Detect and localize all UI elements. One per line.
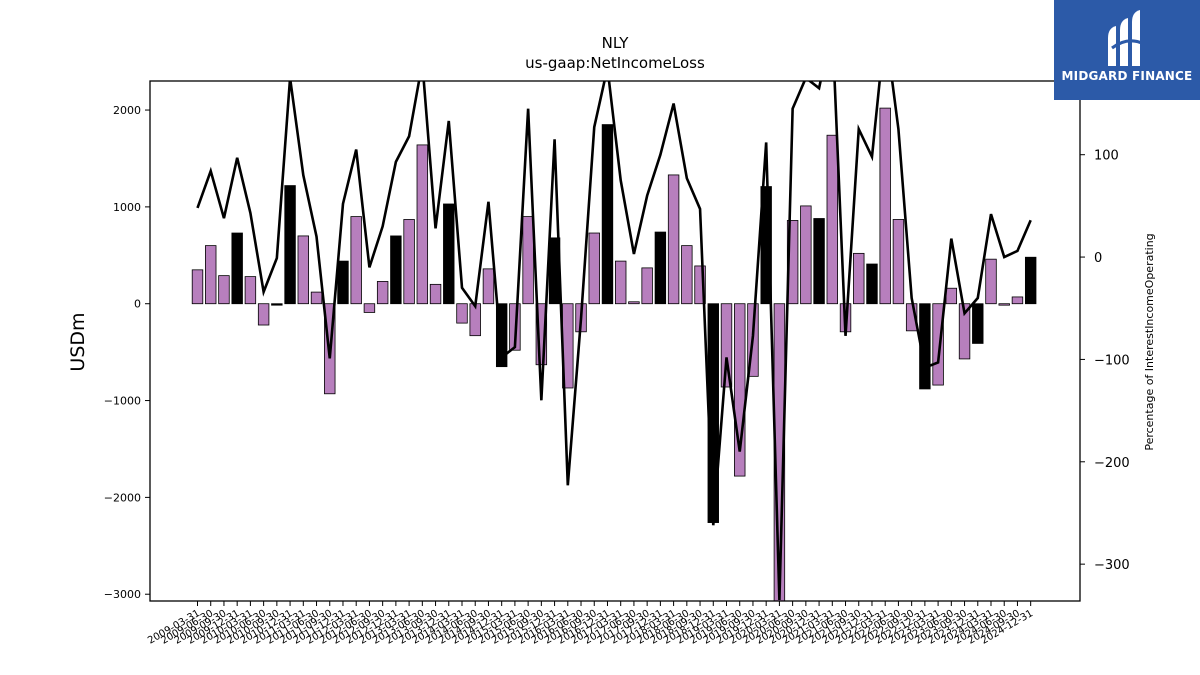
bar-2009-03-31 <box>191 269 204 305</box>
bar-2013-09-30 <box>429 283 442 305</box>
bar-2014-12-31 <box>495 303 508 368</box>
plot-frame <box>149 80 1081 602</box>
y2-tick-label: 0 <box>1094 251 1102 266</box>
y-tick-label: 2000 <box>113 104 141 117</box>
bar-2017-12-31 <box>654 231 667 305</box>
bar-2012-03-31 <box>350 216 362 305</box>
y-tick-label: 0 <box>134 298 141 311</box>
bar-2022-06-30 <box>892 219 905 305</box>
bar-2018-06-30 <box>681 245 693 305</box>
bar-2011-12-31 <box>337 260 349 305</box>
bar-2024-06-30 <box>998 303 1010 306</box>
bar-2010-09-30 <box>271 303 283 306</box>
line-series <box>196 81 1032 601</box>
bar-2018-09-30 <box>694 265 706 305</box>
bar-2013-06-30 <box>416 144 429 305</box>
bar-2011-03-31 <box>297 235 310 305</box>
bar-2024-03-31 <box>985 258 997 305</box>
bar-2024-09-30 <box>1011 296 1024 305</box>
bar-2014-06-30 <box>469 303 481 337</box>
y2-tick-label: 100 <box>1094 149 1119 164</box>
bar-2020-12-31 <box>813 218 825 305</box>
y2-tick-label: −100 <box>1094 353 1130 368</box>
bar-2012-12-31 <box>390 235 402 305</box>
y-tick-label: −2000 <box>104 491 141 504</box>
bar-2022-03-31 <box>879 107 891 305</box>
bar-2015-06-30 <box>522 216 534 305</box>
bar-2011-06-30 <box>310 291 323 305</box>
bar-2012-06-30 <box>363 303 376 313</box>
bar-2017-09-30 <box>641 267 653 305</box>
bar-2009-09-30 <box>218 275 230 305</box>
bar-2016-09-30 <box>588 232 600 305</box>
bar-2013-12-31 <box>443 203 455 305</box>
bar-2016-12-31 <box>601 124 614 305</box>
bar-2023-03-31 <box>932 303 944 386</box>
bar-2014-03-31 <box>456 303 468 324</box>
y-tick-label: 1000 <box>113 201 141 214</box>
bar-2009-12-31 <box>231 232 243 305</box>
bar-2019-06-30 <box>734 303 746 477</box>
bar-2009-06-30 <box>205 245 217 305</box>
y2-tick-label: −300 <box>1094 558 1130 573</box>
y-tick-label: −3000 <box>104 588 141 601</box>
y-axis-label: USDm <box>67 312 89 371</box>
brand-logo: MIDGARD FINANCE <box>1054 0 1200 100</box>
bar-2017-06-30 <box>628 301 640 305</box>
bar-2014-09-30 <box>482 268 495 305</box>
logo-text: MIDGARD FINANCE <box>1061 69 1193 83</box>
bar-2020-09-30 <box>800 205 812 305</box>
y-tick-label: −1000 <box>104 395 141 408</box>
bar-2015-09-30 <box>535 303 548 366</box>
bar-2010-06-30 <box>257 303 270 326</box>
logo-mark-icon <box>1108 10 1145 66</box>
bar-2021-03-31 <box>826 134 839 305</box>
chart-title: NLY <box>602 34 630 52</box>
chart-subtitle: us-gaap:NetIncomeLoss <box>525 54 705 72</box>
bar-2023-06-30 <box>945 287 958 305</box>
y2-axis-label: Percentage of InterestIncomeOperating <box>1143 233 1156 450</box>
bar-2021-12-31 <box>866 263 878 305</box>
bar-2019-03-31 <box>720 303 733 388</box>
bar-2023-09-30 <box>958 303 971 360</box>
bar-2012-09-30 <box>376 281 389 305</box>
bar-2017-03-31 <box>615 260 627 305</box>
bar-2010-03-31 <box>244 276 257 305</box>
y2-tick-label: −200 <box>1094 456 1130 471</box>
bar-2013-03-31 <box>403 219 415 305</box>
bar-2024-12-31 <box>1024 256 1037 305</box>
bar-2021-09-30 <box>853 252 865 305</box>
bar-2010-12-31 <box>284 185 296 305</box>
bar-2018-03-31 <box>667 174 680 305</box>
bar-2023-12-31 <box>972 303 984 344</box>
